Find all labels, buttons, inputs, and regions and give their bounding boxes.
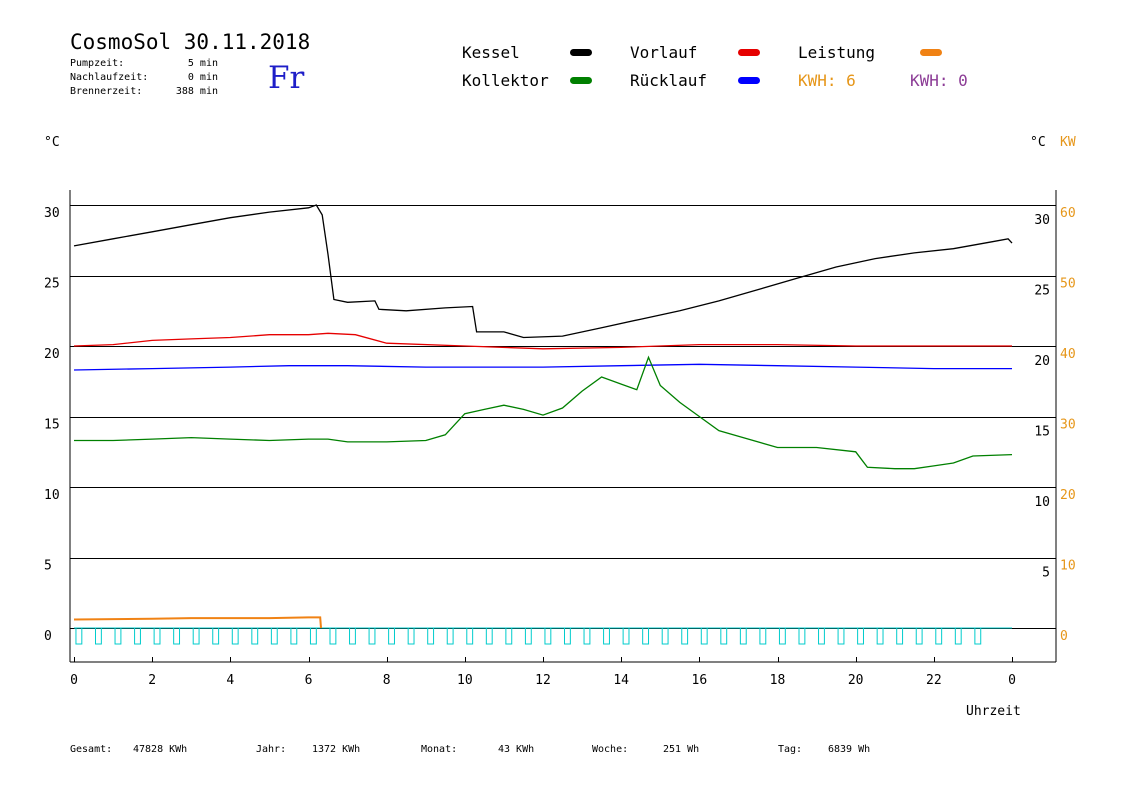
y-kw-tick-label: 60 xyxy=(1060,206,1076,221)
y-left-tick-label: 0 xyxy=(44,629,52,644)
series-line-kessel xyxy=(73,204,1013,339)
y-right-tick-label: 5 xyxy=(1042,566,1050,581)
legend-ruecklauf-swatch xyxy=(738,77,760,84)
chart-title: CosmoSol 30.11.2018 xyxy=(70,30,311,54)
stat-value-brennerzeit: 388 min xyxy=(175,86,218,97)
stat-label-pumpzeit: Pumpzeit: xyxy=(70,58,125,69)
y-right-tick-label: 20 xyxy=(1034,354,1050,369)
right-axis-unit-kw: KW xyxy=(1060,135,1076,150)
y-left-tick-label: 20 xyxy=(44,347,60,362)
y-right-tick-label: 10 xyxy=(1034,495,1050,510)
x-tick-label: 0 xyxy=(70,673,78,688)
legend-kessel-label: Kessel xyxy=(462,43,520,62)
legend-leistung-swatch xyxy=(920,49,942,56)
legend-vorlauf-label: Vorlauf xyxy=(630,43,698,62)
y-right-tick-label: 30 xyxy=(1034,213,1050,228)
stat-label-nachlaufzeit: Nachlaufzeit: xyxy=(70,72,149,83)
x-tick-label: 8 xyxy=(383,673,391,688)
y-kw-tick-label: 10 xyxy=(1060,559,1076,574)
footer-tag-value: 6839 Wh xyxy=(828,744,871,755)
footer-woche-label: Woche: xyxy=(592,744,629,755)
footer-jahr-label: Jahr: xyxy=(256,744,287,755)
x-tick-label: 10 xyxy=(457,673,473,688)
x-tick-label: 14 xyxy=(613,673,629,688)
left-axis-unit: °C xyxy=(44,135,60,150)
x-tick-label: 22 xyxy=(926,673,942,688)
series-line-rcklauf xyxy=(73,363,1012,371)
footer-gesamt-value: 47828 KWh xyxy=(133,744,188,755)
weekday-label: Fr xyxy=(268,60,305,96)
y-left-tick-label: 15 xyxy=(44,418,60,433)
legend-vorlauf-swatch xyxy=(738,49,760,56)
right-axis-unit-celsius: °C xyxy=(1030,135,1046,150)
legend-kollektor-label: Kollektor xyxy=(462,71,549,90)
x-tick-label: 16 xyxy=(692,673,708,688)
series-line-leistung xyxy=(73,616,322,629)
legend-kollektor-swatch xyxy=(570,77,592,84)
stat-value-pumpzeit: 5 min xyxy=(187,58,218,69)
stat-value-nachlaufzeit: 0 min xyxy=(187,72,218,83)
footer-monat-value: 43 KWh xyxy=(498,744,535,755)
stat-label-brennerzeit: Brennerzeit: xyxy=(70,86,143,97)
footer-tag-label: Tag: xyxy=(778,744,803,755)
y-left-tick-label: 10 xyxy=(44,488,60,503)
footer-jahr-value: 1372 KWh xyxy=(312,744,361,755)
x-tick-label: 6 xyxy=(305,673,313,688)
y-right-tick-label: 15 xyxy=(1034,425,1050,440)
legend-ruecklauf-label: Rücklauf xyxy=(630,71,708,90)
x-axis-label: Uhrzeit xyxy=(966,704,1021,719)
legend-kwh-solar: KWH: 6 xyxy=(798,71,856,90)
x-tick-label: 4 xyxy=(226,673,234,688)
legend-kessel-swatch xyxy=(570,49,592,56)
y-right-tick-label: 25 xyxy=(1034,284,1050,299)
pump-pulses xyxy=(75,628,982,645)
y-kw-tick-label: 30 xyxy=(1060,418,1076,433)
footer-gesamt-label: Gesamt: xyxy=(70,744,113,755)
x-tick-label: 0 xyxy=(1008,673,1016,688)
y-left-tick-label: 5 xyxy=(44,559,52,574)
series-line-vorlauf xyxy=(73,332,1012,350)
x-tick-label: 2 xyxy=(148,673,156,688)
x-tick-label: 12 xyxy=(535,673,551,688)
y-kw-tick-label: 50 xyxy=(1060,277,1076,292)
footer-woche-value: 251 Wh xyxy=(663,744,700,755)
y-left-tick-label: 25 xyxy=(44,277,60,292)
footer-monat-label: Monat: xyxy=(421,744,458,755)
y-kw-tick-label: 0 xyxy=(1060,629,1068,644)
legend-kwh-other: KWH: 0 xyxy=(910,71,968,90)
legend-leistung-label: Leistung xyxy=(798,43,876,62)
y-left-tick-label: 30 xyxy=(44,206,60,221)
series-line-kollektor xyxy=(74,355,1013,470)
x-tick-label: 18 xyxy=(770,673,786,688)
y-kw-tick-label: 40 xyxy=(1060,347,1076,362)
y-kw-tick-label: 20 xyxy=(1060,488,1076,503)
x-tick-label: 20 xyxy=(848,673,864,688)
